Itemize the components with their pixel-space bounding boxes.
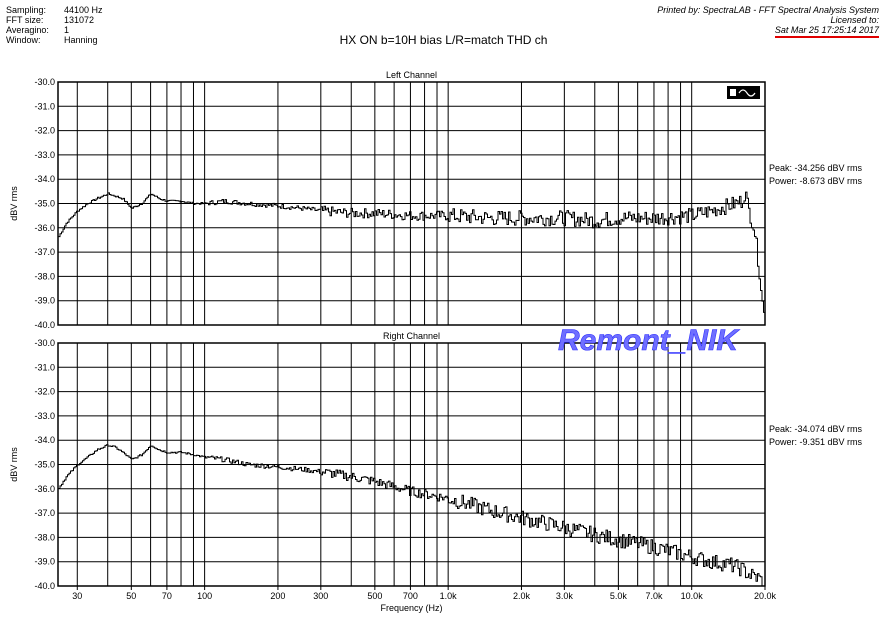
x-tick-label: 300 bbox=[313, 591, 328, 601]
x-tick-label: 20.0k bbox=[754, 591, 777, 601]
x-tick-label: 7.0k bbox=[645, 591, 663, 601]
window-key: Window: bbox=[6, 35, 41, 45]
x-axis-label: Frequency (Hz) bbox=[380, 603, 442, 613]
fft-size-row: FFT size: 131072 bbox=[6, 15, 103, 25]
timestamp: Sat Mar 25 17:25:14 2017 bbox=[774, 25, 879, 38]
acquisition-info: Sampling: 44100 Hz FFT size: 131072 Averag… bbox=[6, 5, 103, 45]
y-tick-label: -33.0 bbox=[34, 150, 55, 160]
x-tick-label: 200 bbox=[270, 591, 285, 601]
y-tick-label: -31.0 bbox=[34, 101, 55, 111]
x-tick-label: 3.0k bbox=[556, 591, 574, 601]
left-power-label: Power: -8.673 dBV rms bbox=[769, 176, 863, 186]
y-axis-label: dBV rms bbox=[9, 186, 19, 221]
y-tick-label: -40.0 bbox=[34, 320, 55, 330]
y-tick-label: -36.0 bbox=[34, 223, 55, 233]
window-value: Hanning bbox=[64, 35, 98, 45]
sampling-row: Sampling: 44100 Hz bbox=[6, 5, 103, 15]
licensed-to: Licensed to: bbox=[830, 15, 879, 25]
watermark-text: Remont_NIK bbox=[558, 324, 740, 357]
right-power-label: Power: -9.351 dBV rms bbox=[769, 437, 863, 447]
right-peak-label: Peak: -34.074 dBV rms bbox=[769, 424, 863, 434]
right-plot-frame bbox=[57, 342, 766, 587]
fft-size-key: FFT size: bbox=[6, 15, 44, 25]
right-channel-title: Right Channel bbox=[383, 331, 440, 341]
y-tick-label: -31.0 bbox=[34, 362, 55, 372]
fft-size-value: 131072 bbox=[64, 15, 95, 25]
y-tick-label: -40.0 bbox=[34, 581, 55, 591]
left-plot-frame bbox=[57, 81, 766, 326]
y-tick-label: -37.0 bbox=[34, 508, 55, 518]
icon-wave-glyph bbox=[738, 89, 756, 97]
y-tick-label: -35.0 bbox=[34, 460, 55, 470]
y-tick-label: -30.0 bbox=[34, 77, 55, 87]
sampling-key: Sampling: bbox=[6, 5, 47, 15]
y-tick-label: -38.0 bbox=[34, 271, 55, 281]
y-tick-label: -38.0 bbox=[34, 532, 55, 542]
y-tick-label: -34.0 bbox=[34, 174, 55, 184]
sampling-value: 44100 Hz bbox=[64, 5, 103, 15]
y-tick-label: -35.0 bbox=[34, 199, 55, 209]
x-tick-label: 100 bbox=[197, 591, 212, 601]
y-tick-label: -32.0 bbox=[34, 387, 55, 397]
left-spectrum-trace bbox=[58, 191, 766, 325]
y-tick-label: -34.0 bbox=[34, 435, 55, 445]
y-tick-label: -37.0 bbox=[34, 247, 55, 257]
y-tick-label: -39.0 bbox=[34, 557, 55, 567]
left-channel-title: Left Channel bbox=[386, 70, 437, 80]
left-peak-label: Peak: -34.256 dBV rms bbox=[769, 163, 863, 173]
x-tick-label: 700 bbox=[403, 591, 418, 601]
x-tick-label: 30 bbox=[72, 591, 82, 601]
averaging-row: Averagino: 1 bbox=[6, 25, 103, 35]
x-tick-label: 1.0k bbox=[440, 591, 458, 601]
y-tick-label: -36.0 bbox=[34, 484, 55, 494]
y-axis-label: dBV rms bbox=[9, 447, 19, 482]
y-tick-label: -33.0 bbox=[34, 411, 55, 421]
x-tick-label: 70 bbox=[162, 591, 172, 601]
averaging-key: Averagino: bbox=[6, 25, 49, 35]
x-tick-label: 10.0k bbox=[681, 591, 704, 601]
print-info: Printed by: SpectraLAB - FFT Spectral An… bbox=[657, 5, 879, 38]
x-tick-label: 500 bbox=[367, 591, 382, 601]
x-tick-label: 5.0k bbox=[610, 591, 628, 601]
y-tick-label: -39.0 bbox=[34, 296, 55, 306]
x-tick-label: 2.0k bbox=[513, 591, 531, 601]
x-tick-label: 50 bbox=[126, 591, 136, 601]
right-spectrum-trace bbox=[58, 444, 763, 586]
y-tick-label: -32.0 bbox=[34, 126, 55, 136]
y-tick-label: -30.0 bbox=[34, 338, 55, 348]
window-row: Window: Hanning bbox=[6, 35, 103, 45]
averaging-value: 1 bbox=[64, 25, 70, 35]
chart-title: HX ON b=10H bias L/R=match THD ch bbox=[339, 33, 548, 47]
icon-doc-glyph bbox=[730, 89, 736, 96]
printed-by: Printed by: SpectraLAB - FFT Spectral An… bbox=[657, 5, 879, 15]
